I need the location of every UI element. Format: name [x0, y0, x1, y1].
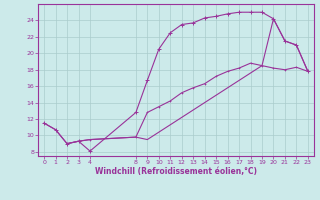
X-axis label: Windchill (Refroidissement éolien,°C): Windchill (Refroidissement éolien,°C) — [95, 167, 257, 176]
